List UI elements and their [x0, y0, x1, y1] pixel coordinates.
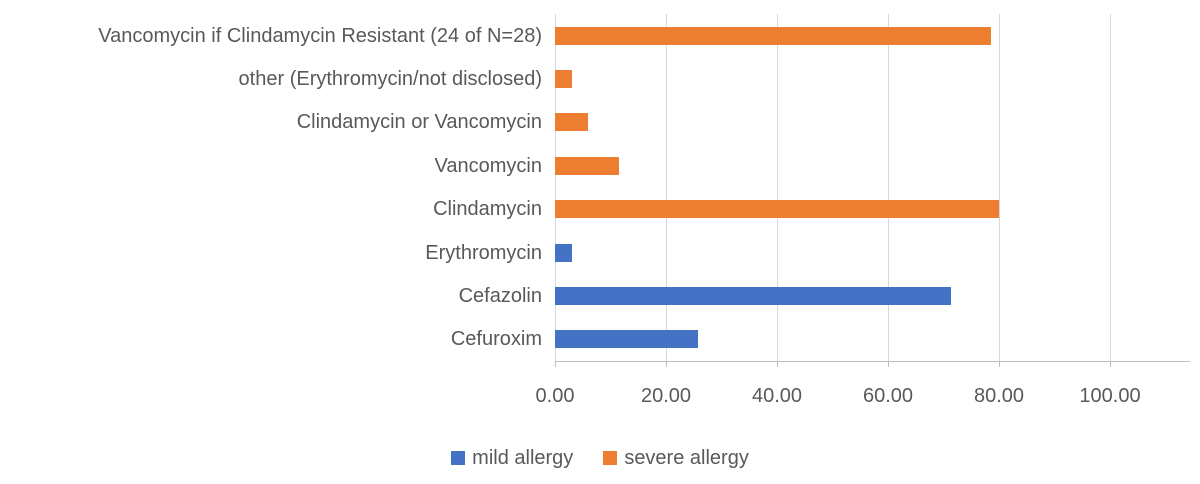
x-tick-label: 0.00 — [535, 385, 575, 407]
gridline-x-40 — [777, 14, 778, 361]
bar-mild-7 — [555, 330, 698, 349]
x-tick-mark-20 — [666, 361, 667, 367]
gridline-x-20 — [666, 14, 667, 361]
bar-severe-0 — [555, 26, 992, 45]
x-tick-label: 100.00 — [1079, 385, 1141, 407]
x-tick-label: 80.00 — [973, 385, 1025, 407]
x-tick-mark-40 — [777, 361, 778, 367]
x-tick-mark-80 — [999, 361, 1000, 367]
category-label: Clindamycin — [433, 198, 542, 221]
category-label: Cefazolin — [458, 284, 542, 307]
x-tick-label: 20.00 — [640, 385, 692, 407]
bar-severe-4 — [555, 200, 999, 219]
category-label: Clindamycin or Vancomycin — [296, 111, 542, 134]
legend-swatch-mild-icon — [451, 451, 466, 465]
legend-label: mild allergy — [472, 447, 574, 469]
category-label: Vancomycin — [434, 154, 542, 177]
x-tick-mark-0 — [555, 361, 556, 367]
bar-severe-3 — [555, 156, 619, 175]
category-label: Erythromycin — [425, 241, 542, 264]
legend-item-mild: mild allergy — [451, 446, 573, 470]
plot-area — [555, 14, 1190, 361]
bar-mild-5 — [555, 243, 572, 262]
legend-label: severe allergy — [624, 447, 749, 469]
bar-severe-1 — [555, 70, 573, 89]
gridline-x-60 — [888, 14, 889, 361]
category-label: Vancomycin if Clindamycin Resistant (24 … — [98, 24, 542, 47]
gridline-x-100 — [1110, 14, 1111, 361]
category-label: Cefuroxim — [450, 328, 542, 351]
x-tick-mark-60 — [888, 361, 889, 367]
x-tick-label: 40.00 — [751, 385, 803, 407]
bar-mild-6 — [555, 286, 952, 305]
x-tick-mark-100 — [1110, 361, 1111, 367]
category-label: other (Erythromycin/not disclosed) — [238, 68, 542, 91]
legend-swatch-severe-icon — [603, 451, 618, 465]
legend: mild allergy severe allergy — [0, 446, 1200, 470]
legend-item-severe: severe allergy — [603, 446, 749, 470]
gridline-x-80 — [999, 14, 1000, 361]
x-tick-label: 60.00 — [862, 385, 914, 407]
gridline-x-0 — [555, 14, 556, 361]
bar-severe-2 — [555, 113, 588, 132]
x-axis-line — [555, 361, 1190, 362]
